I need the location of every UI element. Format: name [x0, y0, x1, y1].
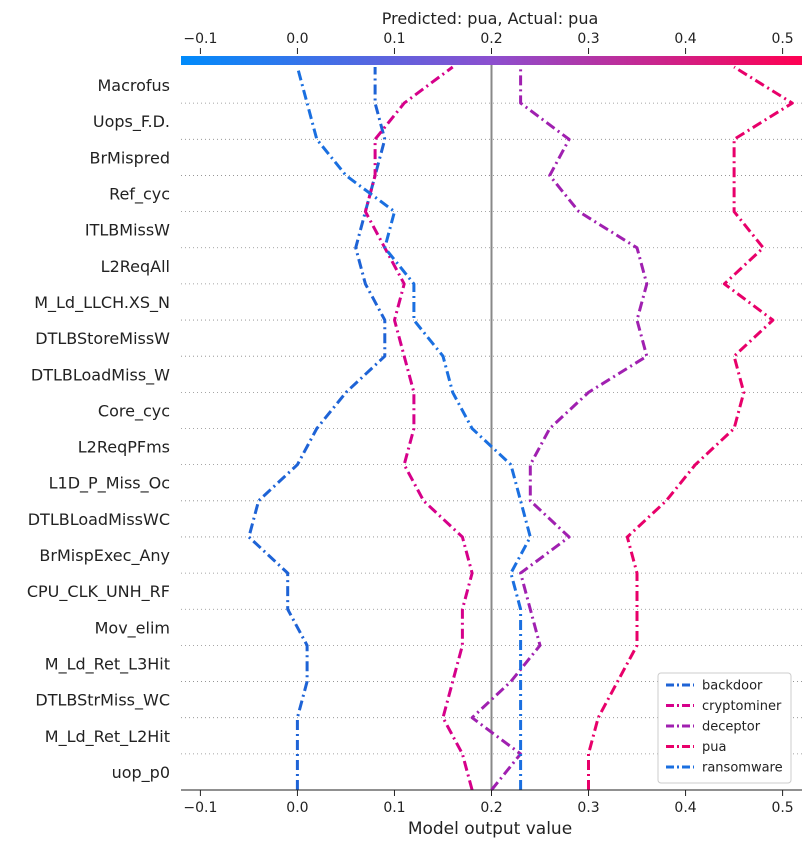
- bottom-tick-label: 0.5: [771, 800, 793, 816]
- feature-label: Uops_F.D.: [93, 112, 170, 132]
- feature-label: DTLBStoreMissW: [35, 329, 170, 348]
- bottom-tick-label: 0.2: [480, 800, 502, 816]
- x-axis-label: Model output value: [408, 819, 572, 839]
- feature-label: L1D_P_Miss_Oc: [49, 474, 170, 494]
- legend-label: deceptor: [702, 720, 761, 735]
- bottom-tick-label: 0.1: [383, 800, 405, 816]
- legend-label: backdoor: [702, 679, 763, 694]
- feature-label: L2ReqAll: [101, 257, 170, 276]
- series-line: [247, 67, 387, 790]
- feature-label: DTLBStrMiss_WC: [35, 691, 170, 711]
- top-tick-label: 0.0: [286, 31, 308, 47]
- legend-label: ransomware: [702, 761, 783, 776]
- series-lines: [247, 65, 794, 791]
- series-line: [295, 66, 532, 790]
- feature-label: Macrofus: [97, 76, 170, 95]
- feature-label: CPU_CLK_UNH_RF: [27, 582, 170, 602]
- top-axis: −0.1 0.0 0.1 0.2 0.3 0.4 0.5: [183, 31, 794, 54]
- colorbar: [181, 56, 802, 65]
- feature-label: M_Ld_Ret_L3Hit: [45, 654, 170, 674]
- chart-title: Predicted: pua, Actual: pua: [382, 9, 599, 28]
- top-tick-label: 0.3: [577, 31, 599, 47]
- top-tick-label: −0.1: [183, 31, 217, 47]
- top-tick-label: 0.1: [383, 31, 405, 47]
- feature-label: BrMispred: [89, 148, 170, 167]
- feature-labels: Macrofus Uops_F.D. BrMispred Ref_cyc ITLBMis…: [27, 76, 170, 783]
- top-tick-label: 0.2: [480, 31, 502, 47]
- feature-label: M_Ld_LLCH.XS_N: [34, 293, 170, 313]
- series-line: [363, 65, 474, 791]
- feature-label: Core_cyc: [98, 401, 170, 421]
- series-line: [470, 67, 649, 791]
- top-tick-label: 0.5: [771, 31, 793, 47]
- bottom-tick-label: 0.4: [674, 800, 696, 816]
- feature-label: M_Ld_Ret_L2Hit: [45, 727, 170, 747]
- feature-label: ITLBMissW: [85, 221, 170, 240]
- series-line: [587, 65, 794, 790]
- bottom-tick-label: −0.1: [183, 800, 217, 816]
- legend-label: cryptominer: [702, 699, 782, 714]
- feature-label: DTLBLoadMissWC: [28, 510, 170, 529]
- feature-label: BrMispExec_Any: [39, 546, 170, 566]
- feature-label: DTLBLoadMiss_W: [31, 365, 170, 385]
- bottom-tick-label: 0.3: [577, 800, 599, 816]
- legend-frame: [657, 672, 792, 784]
- top-tick-label: 0.4: [674, 31, 696, 47]
- legend: backdoor cryptominer deceptor pua ransomware: [657, 672, 792, 784]
- bottom-tick-label: 0.0: [286, 800, 308, 816]
- legend-label: pua: [702, 740, 726, 755]
- feature-label: uop_p0: [112, 763, 170, 783]
- feature-label: Mov_elim: [95, 618, 170, 638]
- feature-label: Ref_cyc: [109, 185, 170, 205]
- bottom-axis: −0.1 0.0 0.1 0.2 0.3 0.4 0.5: [181, 789, 802, 816]
- feature-label: L2ReqPFms: [78, 438, 170, 457]
